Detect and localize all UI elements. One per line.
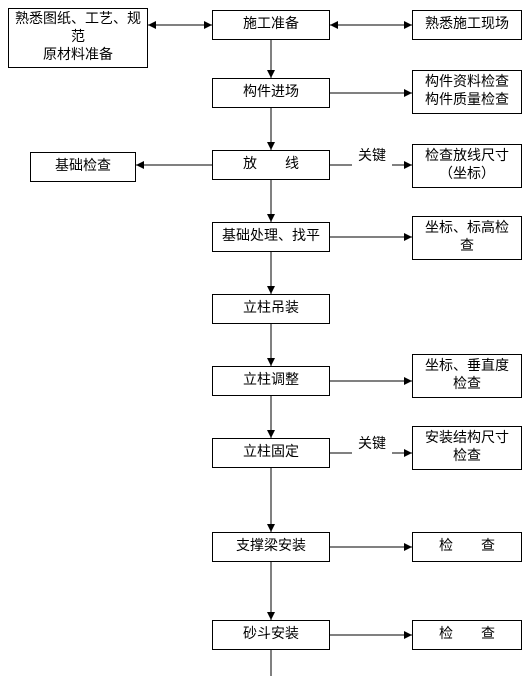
box-center-level-label: 基础处理、找平 [222,228,320,246]
box-right-site-label: 熟悉施工现场 [425,16,509,34]
box-right-struct_check: 安装结构尺寸检查 [412,426,522,470]
box-right-site: 熟悉施工现场 [412,10,522,40]
box-center-beam-label: 支撑梁安装 [236,538,306,556]
box-center-hoist: 立柱吊装 [212,294,330,324]
box-right-coord_check: 坐标、标高检查 [412,216,522,260]
box-familiar-label: 熟悉图纸、工艺、规范原材料准备 [13,11,143,66]
box-right-vert_check-label: 坐标、垂直度检查 [425,358,509,394]
box-center-adjust-label: 立柱调整 [243,372,299,390]
edge-label-key1: 关键 [352,150,392,166]
box-foundation-check: 基础检查 [30,152,136,182]
box-center-level: 基础处理、找平 [212,222,330,252]
box-right-check2-label: 检 查 [439,626,495,644]
box-center-prep-label: 施工准备 [243,16,299,34]
box-center-adjust: 立柱调整 [212,366,330,396]
edge-label-key2: 关键 [352,438,392,454]
box-right-coord_check-label: 坐标、标高检查 [425,220,509,256]
edge-label-key1-text: 关键 [358,149,386,164]
box-right-check2: 检 查 [412,620,522,650]
box-right-check1-label: 检 查 [439,538,495,556]
box-center-prep: 施工准备 [212,10,330,40]
box-foundation-check-label: 基础检查 [55,158,111,176]
box-right-doc_check: 构件资料检查构件质量检查 [412,70,522,114]
box-right-check1: 检 查 [412,532,522,562]
box-center-arrive-label: 构件进场 [243,84,299,102]
box-center-setout: 放 线 [212,150,330,180]
box-center-hopper-label: 砂斗安装 [243,626,299,644]
box-center-fix: 立柱固定 [212,438,330,468]
box-right-vert_check: 坐标、垂直度检查 [412,354,522,398]
box-center-arrive: 构件进场 [212,78,330,108]
box-right-struct_check-label: 安装结构尺寸检查 [425,430,509,466]
flowchart-stage: 熟悉图纸、工艺、规范原材料准备基础检查 施工准备构件进场放 线基础处理、找平立柱吊… [0,0,531,676]
box-right-doc_check-label: 构件资料检查构件质量检查 [425,74,509,110]
box-right-dim_check-label: 检查放线尺寸（坐标） [425,148,509,184]
box-center-setout-label: 放 线 [243,156,299,174]
box-center-fix-label: 立柱固定 [243,444,299,462]
box-right-dim_check: 检查放线尺寸（坐标） [412,144,522,188]
edge-label-key2-text: 关键 [358,437,386,452]
box-center-hoist-label: 立柱吊装 [243,300,299,318]
box-center-hopper: 砂斗安装 [212,620,330,650]
box-center-beam: 支撑梁安装 [212,532,330,562]
box-familiar: 熟悉图纸、工艺、规范原材料准备 [8,8,148,68]
